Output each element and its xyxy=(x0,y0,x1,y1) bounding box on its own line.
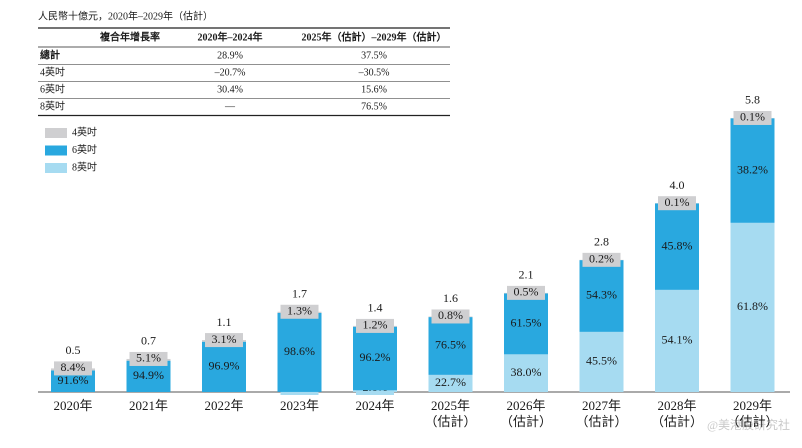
value-label: 22.7% xyxy=(435,375,466,389)
total-label: 2.1 xyxy=(519,268,534,282)
value-label: 8.4% xyxy=(61,360,86,374)
bar-segment xyxy=(579,260,624,332)
legend-swatch xyxy=(45,145,67,156)
bar-segment xyxy=(428,317,473,375)
value-label: 96.9% xyxy=(209,359,240,373)
x-tick-label: 2029年 xyxy=(733,398,772,413)
value-label: 0.2% xyxy=(589,252,614,266)
value-label-box xyxy=(205,333,243,348)
table-cell: 6英吋 xyxy=(40,82,65,95)
value-label: 91.6% xyxy=(58,373,89,387)
value-label: 1.2% xyxy=(363,318,388,332)
x-tick-label: （估計） xyxy=(500,414,552,429)
total-label: 1.7 xyxy=(292,287,307,301)
value-label-box xyxy=(431,309,470,324)
value-label: 5.1% xyxy=(136,351,161,365)
value-label-box xyxy=(733,110,772,125)
x-tick-label: 2022年 xyxy=(204,398,243,413)
total-label: 1.4 xyxy=(368,301,383,315)
value-label: 54.1% xyxy=(662,333,693,347)
table-cell: 37.5% xyxy=(361,50,387,61)
value-label: 0.1% xyxy=(740,110,765,124)
total-label: 4.0 xyxy=(670,178,685,192)
x-tick-label: 2028年 xyxy=(657,398,696,413)
value-label: 61.8% xyxy=(737,299,768,313)
value-label-box xyxy=(129,351,168,366)
table-cell: 15.6% xyxy=(361,84,387,95)
legend-label: 6英吋 xyxy=(72,143,97,156)
total-label: 0.5 xyxy=(66,343,81,357)
x-tick-label: 2024年 xyxy=(355,398,394,413)
bar-segment xyxy=(353,326,397,391)
bar-segment xyxy=(655,203,699,290)
bar-segment xyxy=(277,312,322,392)
table-cell: 76.5% xyxy=(361,101,387,112)
x-tick-label: （估計） xyxy=(726,414,778,429)
value-label: 96.2% xyxy=(360,350,391,364)
legend-label: 4英吋 xyxy=(72,125,97,138)
value-label-box xyxy=(356,318,394,333)
bar-segment xyxy=(579,331,624,392)
total-label: 5.8 xyxy=(745,93,760,107)
x-tick-label: （估計） xyxy=(651,414,703,429)
table-cell: 總計 xyxy=(40,48,60,61)
bar-segment xyxy=(730,118,775,223)
value-label-box xyxy=(658,196,696,211)
bar-segment xyxy=(730,222,775,392)
value-label: 76.5% xyxy=(435,338,466,352)
table-cell: 4英吋 xyxy=(40,65,65,78)
table-cell: –20.7% xyxy=(214,67,246,78)
x-tick-label: 2021年 xyxy=(129,398,168,413)
value-label: 45.5% xyxy=(586,354,617,368)
table-cell: 30.4% xyxy=(217,84,243,95)
value-label: 94.9% xyxy=(133,368,164,382)
value-label-box xyxy=(507,285,545,300)
bar-segment xyxy=(504,293,548,355)
x-tick-label: （估計） xyxy=(424,414,476,429)
bar-segment xyxy=(428,374,473,392)
x-tick-label: 2026年 xyxy=(506,398,545,413)
total-label: 2.8 xyxy=(594,235,609,249)
value-label-box xyxy=(280,304,319,319)
value-label: 0.8% xyxy=(438,308,463,322)
value-label: 38.2% xyxy=(737,162,768,176)
table-header: 2025年（估計）–2029年（估計） xyxy=(302,30,447,43)
value-label: 1.3% xyxy=(287,304,312,318)
total-label: 1.1 xyxy=(217,315,232,329)
value-label: 38.0% xyxy=(511,365,542,379)
value-label: 0.1% xyxy=(665,195,690,209)
bar-segment xyxy=(51,370,95,392)
x-tick-label: 2025年 xyxy=(431,398,470,413)
table-cell: 8英吋 xyxy=(40,99,65,112)
legend-label: 8英吋 xyxy=(72,160,97,173)
legend-swatch xyxy=(45,128,67,138)
bar-segment xyxy=(202,341,246,392)
value-label: 3.1% xyxy=(212,332,237,346)
total-label: 0.7 xyxy=(141,334,156,348)
value-label-box xyxy=(582,252,621,267)
x-tick-label: 2027年 xyxy=(582,398,621,413)
table-header: 2020年–2024年 xyxy=(198,30,263,43)
bar-segment xyxy=(504,354,548,392)
value-label: 54.3% xyxy=(586,288,617,302)
value-label: 98.6% xyxy=(284,344,315,358)
watermark: @美港股研究社 xyxy=(707,417,790,432)
value-label-box xyxy=(54,361,92,376)
value-label: 61.5% xyxy=(511,316,542,330)
x-tick-label: 2020年 xyxy=(53,398,92,413)
table-cell: –30.5% xyxy=(358,67,390,78)
bar-segment xyxy=(655,289,699,392)
unit-note: 人民幣十億元，2020年–2029年（估計） xyxy=(38,9,213,22)
x-tick-label: （估計） xyxy=(575,414,627,429)
x-tick-label: 2023年 xyxy=(280,398,319,413)
table-header: 複合年增長率 xyxy=(99,30,160,43)
table-cell: 28.9% xyxy=(217,50,243,61)
table-cell: — xyxy=(224,101,236,112)
total-label: 1.6 xyxy=(443,291,458,305)
legend-swatch xyxy=(45,163,67,173)
value-label: 45.8% xyxy=(662,238,693,252)
value-label: 0.5% xyxy=(514,285,539,299)
